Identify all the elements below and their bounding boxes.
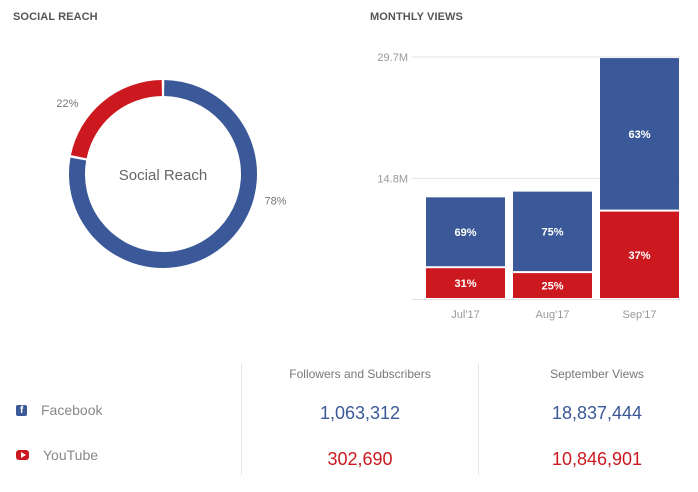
- bar-data-label: 31%: [454, 278, 476, 290]
- bar-facebook-jul17[interactable]: [426, 197, 505, 267]
- bar-data-label: 75%: [541, 226, 563, 238]
- bar-data-label: 69%: [454, 227, 476, 239]
- monthly-views-bar-chart: 14.8M 29.7M 31% 69% 25% 75% 37% 63% Jul'17 Aug'…: [377, 52, 680, 321]
- x-tick-label: Aug'17: [536, 309, 570, 321]
- facebook-followers-value: 1,063,312: [319, 403, 401, 423]
- youtube-followers-value: 302,690: [327, 449, 393, 469]
- september-views-column-header: September Views: [550, 367, 644, 381]
- donut-slice-facebook[interactable]: [69, 80, 257, 268]
- donut-label-youtube: 22%: [56, 98, 78, 110]
- youtube-icon: [16, 450, 29, 460]
- bar-youtube-jul17[interactable]: [426, 268, 505, 298]
- donut-center-label: Social Reach: [119, 167, 207, 184]
- platform-row-facebook: f Facebook: [16, 402, 102, 418]
- bar-data-label: 37%: [628, 250, 650, 262]
- facebook-icon: f: [16, 404, 27, 416]
- social-reach-donut-chart: Social Reach 78% 22%: [56, 80, 287, 268]
- facebook-september-views-value: 18,837,444: [551, 403, 643, 423]
- social-reach-title: SOCIAL REACH: [13, 11, 98, 23]
- platform-label-youtube: YouTube: [43, 447, 99, 463]
- followers-column-header: Followers and Subscribers: [289, 367, 431, 381]
- donut-label-facebook: 78%: [265, 195, 287, 207]
- platform-row-youtube: YouTube: [16, 447, 98, 463]
- platform-label-facebook: Facebook: [41, 402, 103, 418]
- y-tick-label: 14.8M: [377, 173, 408, 185]
- bar-youtube-sep17[interactable]: [600, 211, 679, 298]
- table-divider-2: [478, 363, 479, 475]
- monthly-views-title: MONTHLY VIEWS: [370, 11, 463, 23]
- youtube-september-views-value: 10,846,901: [551, 449, 643, 469]
- bar-data-label: 63%: [628, 129, 650, 141]
- x-tick-label: Sep'17: [623, 309, 657, 321]
- bar-facebook-aug17[interactable]: [513, 191, 592, 272]
- bar-facebook-sep17[interactable]: [600, 58, 679, 210]
- y-tick-label: 29.7M: [377, 52, 408, 64]
- x-tick-label: Jul'17: [451, 309, 479, 321]
- bar-youtube-aug17[interactable]: [513, 273, 592, 298]
- donut-slice-youtube[interactable]: [70, 80, 163, 159]
- bar-data-label: 25%: [541, 281, 563, 293]
- table-divider-1: [241, 363, 242, 475]
